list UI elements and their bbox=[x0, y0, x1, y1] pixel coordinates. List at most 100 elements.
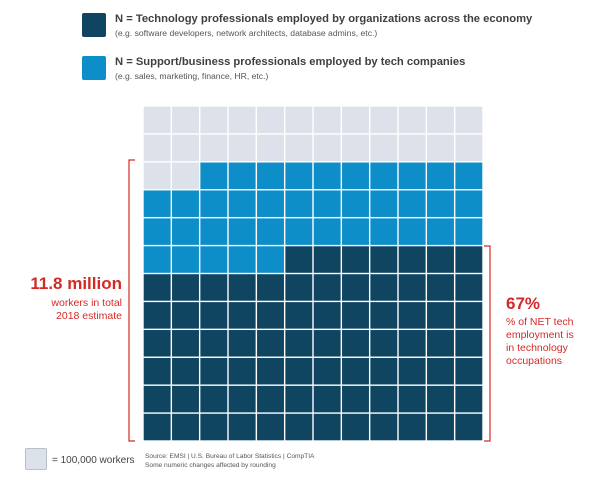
waffle-cell-series-2 bbox=[285, 134, 313, 162]
waffle-cell-series-0 bbox=[313, 246, 341, 273]
waffle-cell-series-0 bbox=[455, 357, 483, 385]
waffle-cell-series-2 bbox=[342, 106, 369, 134]
waffle-cell-series-2 bbox=[342, 134, 369, 162]
waffle-cell-series-0 bbox=[285, 330, 313, 357]
waffle-cell-series-2 bbox=[455, 106, 483, 134]
waffle-cell-series-0 bbox=[370, 274, 398, 301]
waffle-cell-series-0 bbox=[172, 302, 199, 329]
waffle-cell-series-1 bbox=[455, 162, 483, 190]
waffle-cell-series-2 bbox=[398, 134, 426, 162]
waffle-cell-series-1 bbox=[228, 218, 256, 245]
waffle-cell-series-0 bbox=[370, 330, 398, 357]
waffle-cell-series-1 bbox=[172, 246, 199, 273]
legend-title-tech: N = Technology professionals employed by… bbox=[115, 13, 533, 25]
waffle-cell-series-1 bbox=[455, 190, 483, 217]
waffle-cell-series-0 bbox=[342, 357, 369, 385]
waffle-cell-series-0 bbox=[370, 246, 398, 273]
waffle-cell-series-0 bbox=[342, 413, 369, 441]
waffle-cell-series-0 bbox=[427, 246, 454, 273]
waffle-cell-series-0 bbox=[427, 385, 454, 413]
waffle-cell-series-0 bbox=[313, 330, 341, 357]
waffle-cell-series-0 bbox=[398, 330, 426, 357]
waffle-cell-series-1 bbox=[200, 190, 228, 217]
waffle-cell-series-2 bbox=[285, 106, 313, 134]
waffle-cell-series-1 bbox=[455, 218, 483, 245]
waffle-cell-series-0 bbox=[455, 302, 483, 329]
waffle-cell-series-0 bbox=[313, 357, 341, 385]
total-value: 11.8 million bbox=[30, 274, 122, 293]
unit-legend-swatch bbox=[25, 448, 47, 470]
waffle-cell-series-2 bbox=[172, 134, 199, 162]
waffle-cell-series-0 bbox=[455, 246, 483, 273]
waffle-cell-series-0 bbox=[143, 302, 171, 329]
waffle-cell-series-2 bbox=[398, 106, 426, 134]
waffle-cell-series-0 bbox=[228, 274, 256, 301]
waffle-cell-series-1 bbox=[370, 162, 398, 190]
waffle-cell-series-0 bbox=[172, 357, 199, 385]
waffle-cell-series-0 bbox=[143, 274, 171, 301]
share-line-1: % of NET tech bbox=[506, 316, 574, 328]
waffle-cell-series-1 bbox=[285, 218, 313, 245]
waffle-cell-series-0 bbox=[257, 330, 284, 357]
waffle-cell-series-0 bbox=[398, 413, 426, 441]
waffle-cell-series-0 bbox=[398, 246, 426, 273]
waffle-cell-series-2 bbox=[313, 106, 341, 134]
waffle-cell-series-1 bbox=[257, 246, 284, 273]
waffle-grid bbox=[143, 106, 483, 441]
waffle-cell-series-0 bbox=[228, 385, 256, 413]
share-line-3: in technology bbox=[506, 342, 568, 354]
share-annotation: 67% % of NET tech employment is in techn… bbox=[506, 294, 592, 368]
waffle-cell-series-0 bbox=[342, 385, 369, 413]
waffle-cell-series-1 bbox=[342, 218, 369, 245]
waffle-cell-series-1 bbox=[200, 246, 228, 273]
waffle-cell-series-0 bbox=[228, 330, 256, 357]
waffle-cell-series-1 bbox=[143, 246, 171, 273]
waffle-cell-series-0 bbox=[342, 330, 369, 357]
waffle-cell-series-0 bbox=[342, 274, 369, 301]
waffle-cell-series-1 bbox=[285, 162, 313, 190]
total-line-2: 2018 estimate bbox=[56, 310, 122, 322]
waffle-cell-series-1 bbox=[398, 162, 426, 190]
share-line-4: occupations bbox=[506, 355, 563, 367]
waffle-cell-series-2 bbox=[228, 106, 256, 134]
waffle-cell-series-1 bbox=[200, 162, 228, 190]
waffle-cell-series-0 bbox=[398, 385, 426, 413]
waffle-cell-series-1 bbox=[427, 162, 454, 190]
waffle-cell-series-0 bbox=[200, 357, 228, 385]
waffle-cell-series-1 bbox=[172, 190, 199, 217]
waffle-cell-series-1 bbox=[370, 190, 398, 217]
waffle-cell-series-2 bbox=[143, 106, 171, 134]
legend-title-support: N = Support/business professionals emplo… bbox=[115, 56, 466, 68]
legend-subtitle-support: (e.g. sales, marketing, finance, HR, etc… bbox=[115, 71, 269, 81]
waffle-cell-series-0 bbox=[342, 302, 369, 329]
waffle-cell-series-0 bbox=[285, 274, 313, 301]
waffle-cell-series-1 bbox=[427, 190, 454, 217]
waffle-cell-series-0 bbox=[257, 357, 284, 385]
waffle-cell-series-1 bbox=[228, 246, 256, 273]
share-value: 67% bbox=[506, 294, 541, 313]
waffle-cell-series-0 bbox=[285, 302, 313, 329]
waffle-cell-series-2 bbox=[427, 134, 454, 162]
right-bracket bbox=[484, 245, 491, 442]
waffle-cell-series-2 bbox=[172, 162, 199, 190]
waffle-cell-series-0 bbox=[427, 330, 454, 357]
waffle-cell-series-0 bbox=[455, 385, 483, 413]
waffle-cell-series-0 bbox=[143, 330, 171, 357]
waffle-cell-series-0 bbox=[200, 385, 228, 413]
waffle-cell-series-2 bbox=[455, 134, 483, 162]
waffle-cell-series-2 bbox=[370, 134, 398, 162]
waffle-cell-series-0 bbox=[285, 246, 313, 273]
waffle-cell-series-1 bbox=[342, 190, 369, 217]
waffle-cell-series-1 bbox=[143, 218, 171, 245]
waffle-cell-series-0 bbox=[285, 357, 313, 385]
total-line-1: workers in total bbox=[51, 297, 122, 309]
waffle-cell-series-0 bbox=[427, 357, 454, 385]
waffle-cell-series-0 bbox=[228, 413, 256, 441]
share-line-2: employment is bbox=[506, 329, 574, 341]
waffle-cell-series-0 bbox=[313, 302, 341, 329]
waffle-cell-series-2 bbox=[200, 134, 228, 162]
waffle-cell-series-0 bbox=[172, 330, 199, 357]
waffle-cell-series-0 bbox=[398, 274, 426, 301]
legend-subtitle-tech: (e.g. software developers, network archi… bbox=[115, 28, 378, 38]
waffle-cell-series-0 bbox=[313, 385, 341, 413]
